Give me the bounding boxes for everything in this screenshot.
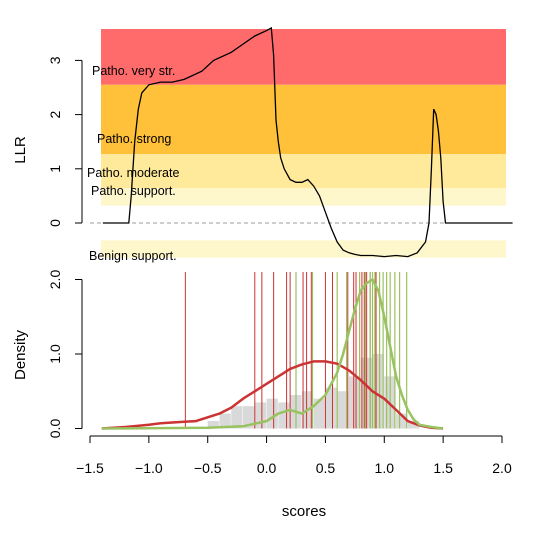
llr-y-title: LLR [12,136,29,164]
x-tick-label-0: −1.5 [76,460,104,476]
llr-y-tick-label-0: 0 [47,219,63,227]
pathogenic-density-curve [101,360,444,430]
density-panel: 0.0 1.0 2.0 Density −1.5 −1.0 −0.5 0.0 0.5 1.0 1.5… [12,270,512,520]
x-tick-label-6: 1.5 [433,460,453,476]
x-tick-label-1: −1.0 [135,460,163,476]
density-y-tick-label-2: 2.0 [47,270,63,290]
band-1 [101,84,506,155]
x-tick-label-5: 1.0 [375,460,395,476]
hist-bar-0 [207,421,219,429]
hist-bar-10 [325,387,337,429]
x-tick-label-3: 0.0 [257,460,277,476]
band-4 [101,240,506,258]
hist-bar-9 [313,398,325,429]
band-3 [101,188,506,206]
density-y-title: Density [12,329,29,380]
band-2 [101,154,506,189]
hist-bar-2 [231,406,243,429]
hist-bar-6 [278,402,290,429]
llr-y-tick-label-3: 3 [47,56,63,64]
hist-bar-14 [372,354,384,429]
band-label-1: Patho. strong [97,132,171,146]
llr-y-tick-label-2: 2 [47,110,63,118]
llr-curve [102,26,513,258]
x-tick-label-4: 0.5 [316,460,336,476]
band-label-4: Benign support. [89,249,177,263]
density-y-tick-label-0: 0.0 [47,419,63,439]
hist-bar-16 [396,413,408,429]
hist-bar-1 [219,413,231,429]
density-y-tick-label-1: 1.0 [47,344,63,364]
x-tick-label-7: 2.0 [492,460,512,476]
hist-bar-17 [407,421,420,429]
band-0 [101,29,506,85]
band-label-0: Patho. very str. [92,64,175,78]
hist-bar-3 [243,406,255,429]
band-label-3: Patho. support. [91,184,176,198]
benign-density-curve [101,278,444,430]
hist-bar-11 [337,391,349,429]
x-tick-label-2: −0.5 [194,460,222,476]
llr-y-tick-label-1: 1 [47,165,63,173]
x-axis-title: scores [282,503,326,520]
hist-bar-4 [254,402,267,429]
hist-bar-12 [348,376,361,429]
hist-bar-5 [266,398,278,429]
